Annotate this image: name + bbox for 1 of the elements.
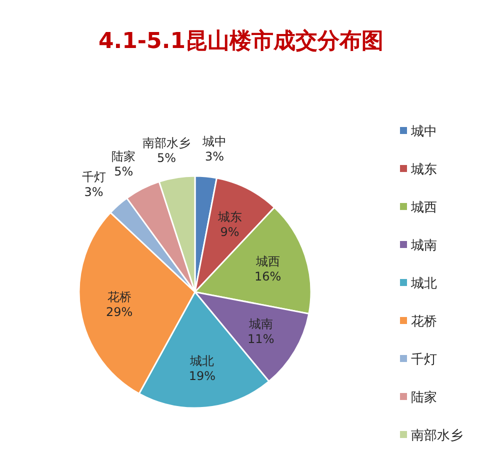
title: 4.1-5.1昆山楼市成交分布图	[98, 29, 384, 54]
